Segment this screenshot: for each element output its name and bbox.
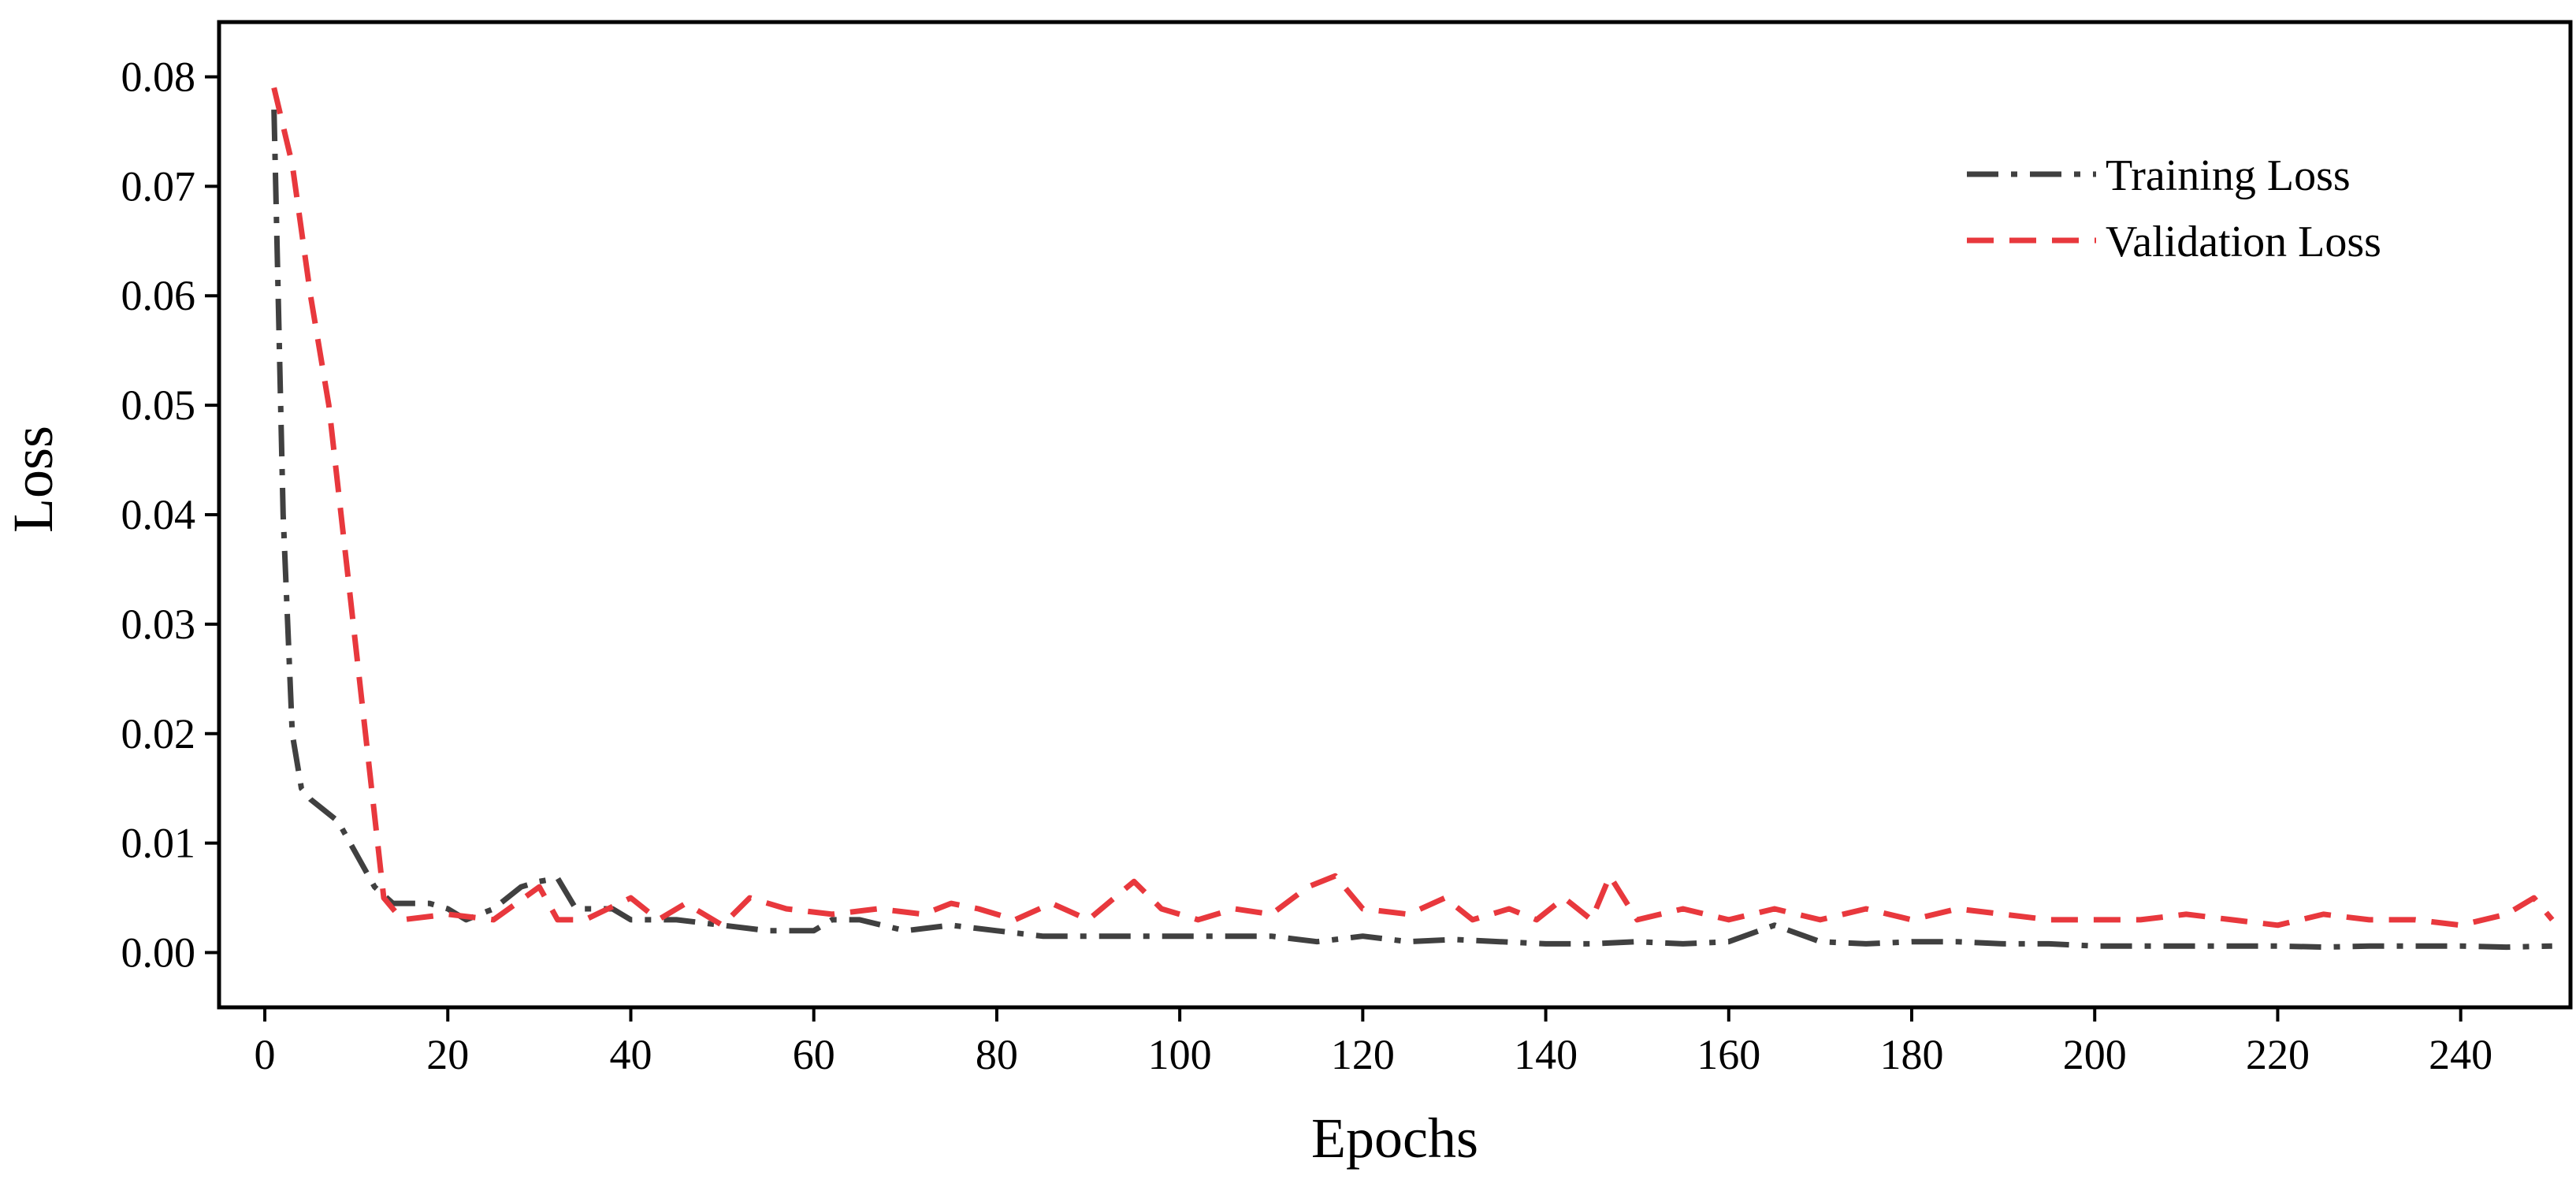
series-line-validation-loss (271, 87, 2555, 929)
x-tick-label: 240 (2429, 1031, 2492, 1078)
x-axis-title: Epochs (1311, 1107, 1478, 1170)
y-axis-title: Loss (2, 426, 65, 533)
x-tick-label: 20 (426, 1031, 469, 1078)
x-tick-label: 60 (793, 1031, 835, 1078)
x-tick-label: 200 (2063, 1031, 2127, 1078)
x-tick-label: 40 (609, 1031, 652, 1078)
series-lines (271, 87, 2555, 951)
x-tick-label: 140 (1514, 1031, 1578, 1078)
x-axis-ticks: 0 20 40 60 80 100 120 140 160 180 200 220 240 (255, 1007, 2492, 1078)
y-tick-label: 0.01 (121, 820, 196, 867)
legend-label: Validation Loss (2106, 218, 2381, 266)
y-tick-label: 0.02 (121, 710, 196, 757)
x-tick-label: 160 (1697, 1031, 1760, 1078)
x-tick-label: 180 (1880, 1031, 1944, 1078)
y-axis-ticks: 0.00 0.01 0.02 0.03 0.04 0.05 0.06 0.07 0.08 (121, 53, 219, 977)
y-tick-label: 0.03 (121, 601, 196, 648)
x-tick-label: 100 (1148, 1031, 1212, 1078)
legend: Training Loss Validation Loss (1967, 151, 2381, 266)
y-tick-label: 0.07 (121, 162, 196, 210)
y-tick-label: 0.06 (121, 272, 196, 319)
x-tick-label: 0 (255, 1031, 276, 1078)
x-tick-label: 80 (976, 1031, 1018, 1078)
y-tick-label: 0.00 (121, 929, 196, 977)
x-tick-label: 220 (2246, 1031, 2310, 1078)
y-tick-label: 0.04 (121, 491, 196, 538)
y-tick-label: 0.05 (121, 381, 196, 429)
y-tick-label: 0.08 (121, 53, 196, 100)
legend-label: Training Loss (2106, 151, 2351, 200)
x-tick-label: 120 (1331, 1031, 1395, 1078)
series-line-training-loss (271, 110, 2552, 951)
